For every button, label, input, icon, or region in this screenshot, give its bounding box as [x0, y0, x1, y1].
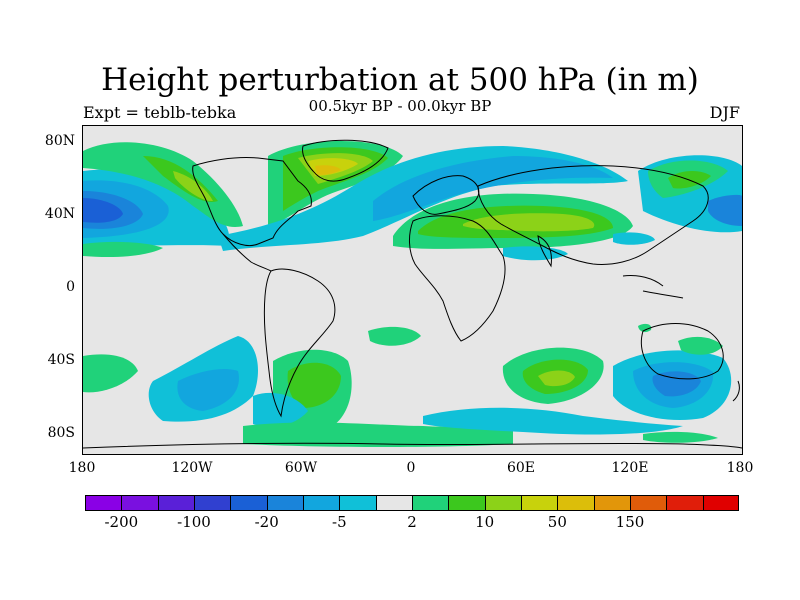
- lon-label-120w: 120W: [171, 460, 213, 476]
- greenland-coast: [302, 139, 389, 182]
- colorbar-tick-label: -200: [104, 513, 139, 531]
- lat-label-40n: 40N: [44, 206, 75, 222]
- south-america-coast: [263, 268, 336, 418]
- colorbar-swatch: [521, 496, 558, 510]
- tropical-blue-patch-2: [613, 232, 655, 245]
- lat-label-40s: 40S: [47, 352, 75, 368]
- colorbar-tick-label: -100: [177, 513, 211, 531]
- colorbar-swatch: [230, 496, 267, 510]
- world-map: [82, 125, 743, 455]
- colorbar-swatch: [339, 496, 376, 510]
- alaska-positive-outer: [83, 142, 243, 227]
- colorbar-swatch: [375, 496, 412, 510]
- europe-coast: [412, 175, 480, 215]
- south-atlantic-negative: [253, 392, 308, 428]
- lon-label-120e: 120E: [611, 460, 649, 476]
- eurasia-positive-core: [463, 213, 595, 232]
- south-pacific-negative-core: [177, 369, 239, 411]
- colorbar-tick-label: 150: [615, 513, 645, 531]
- colorbar-swatch: [85, 496, 122, 510]
- east-asia-negative-core: [708, 194, 742, 226]
- lon-label-180e: 180: [726, 460, 754, 476]
- map-canvas: [83, 139, 742, 449]
- north-america-coast: [192, 157, 312, 247]
- southeast-asia-islands: [622, 275, 684, 299]
- asia-coast: [477, 165, 709, 265]
- africa-coast: [409, 215, 506, 342]
- plot-subtitle: 00.5kyr BP - 00.0kyr BP: [308, 97, 492, 115]
- colorbar-swatch: [157, 496, 194, 510]
- south-pacific-green: [83, 354, 138, 393]
- south-america-positive-core: [287, 362, 341, 408]
- lon-label-60e: 60E: [506, 460, 536, 476]
- lon-label-0: 0: [406, 460, 416, 476]
- greenland-positive-peak: [315, 165, 341, 175]
- colorbar-swatch: [266, 496, 303, 510]
- colorbar-swatch: [557, 496, 594, 510]
- south-indian-negative-band: [423, 407, 683, 435]
- colorbar: [85, 495, 739, 511]
- colorbar-swatch: [448, 496, 485, 510]
- colorbar-tick-label: -20: [254, 513, 279, 531]
- colorbar-swatch: [412, 496, 449, 510]
- australia-south-negative-core: [652, 371, 701, 397]
- india-coast: [537, 235, 552, 268]
- north-pacific-core2: [83, 198, 123, 223]
- antarctic-green-patch: [643, 431, 718, 443]
- central-america-coast: [222, 233, 272, 272]
- colorbar-tick-label: -5: [332, 513, 347, 531]
- colorbar-tick-label: 50: [547, 513, 567, 531]
- lat-label-80n: 80N: [44, 133, 75, 149]
- colorbar-swatch: [303, 496, 340, 510]
- tropical-green-patch-1: [83, 241, 163, 258]
- new-zealand-coast: [732, 380, 740, 402]
- south-indian-positive-core: [538, 370, 575, 387]
- anomaly-fills: [83, 141, 742, 447]
- colorbar-tick-label: 2: [407, 513, 417, 531]
- colorbar-swatch: [702, 496, 739, 510]
- tropical-green-patch-2: [638, 323, 652, 333]
- colorbar-swatch: [593, 496, 630, 510]
- lon-label-180w: 180: [68, 460, 96, 476]
- colorbar-tick-label: 10: [475, 513, 495, 531]
- antarctica-coast: [83, 442, 742, 449]
- southern-ocean-green-band: [243, 422, 513, 447]
- colorbar-swatch: [666, 496, 703, 510]
- plot-title: Height perturbation at 500 hPa (in m): [101, 62, 699, 98]
- lon-label-60w: 60W: [284, 460, 318, 476]
- lat-label-80s: 80S: [47, 425, 75, 441]
- colorbar-swatch: [484, 496, 521, 510]
- experiment-label: Expt = teblb-tebka: [83, 103, 237, 122]
- australia-coast: [640, 323, 724, 380]
- south-atlantic-green-patch: [368, 326, 421, 346]
- colorbar-swatch: [630, 496, 667, 510]
- tasman-green-patch: [678, 336, 723, 355]
- coastlines: [83, 139, 742, 449]
- lat-label-0: 0: [66, 279, 75, 295]
- colorbar-swatch: [194, 496, 231, 510]
- season-label: DJF: [709, 103, 740, 122]
- atlantic-negative-arc-core: [373, 156, 613, 221]
- colorbar-swatch: [121, 496, 158, 510]
